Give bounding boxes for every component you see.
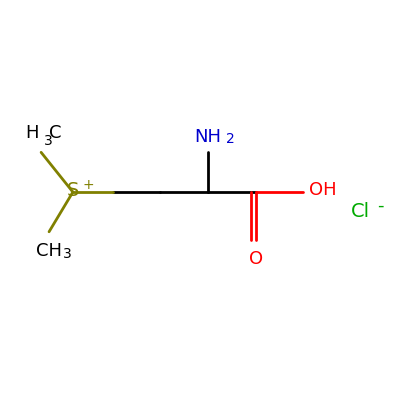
Text: NH: NH xyxy=(194,128,222,146)
Text: O: O xyxy=(248,250,263,268)
Text: CH: CH xyxy=(36,242,62,260)
Text: C: C xyxy=(49,124,62,142)
Text: 3: 3 xyxy=(63,247,72,261)
Text: H: H xyxy=(26,124,39,142)
Text: 2: 2 xyxy=(226,132,234,146)
Text: S: S xyxy=(67,180,79,200)
Text: Cl: Cl xyxy=(351,202,370,222)
Text: -: - xyxy=(377,197,383,215)
Text: OH: OH xyxy=(309,181,337,199)
Text: +: + xyxy=(83,178,94,192)
Text: 3: 3 xyxy=(44,134,53,148)
